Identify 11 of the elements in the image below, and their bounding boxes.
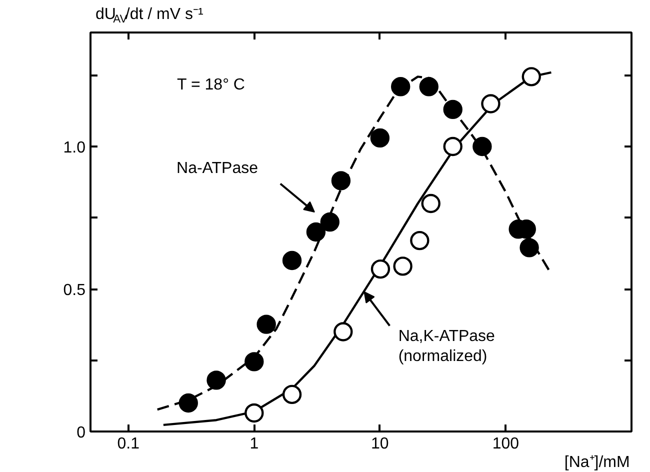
x-tick-label: 1 [250,436,259,452]
annotation: T = 18° C [177,76,245,94]
x-tick-label: 100 [492,436,520,452]
x-tick-label: 10 [371,436,389,452]
y-tick-label: 0.5 [63,282,86,299]
annotation: Na,K-ATPase (normalized) [398,328,496,366]
x-axis-title: [Na⁺]/mM [564,454,630,471]
annotation: Na-ATPase [176,160,258,178]
x-tick-label: 0.1 [117,436,140,452]
y-tick-label: 1.0 [63,140,86,156]
y-tick-label: 0 [76,424,86,442]
